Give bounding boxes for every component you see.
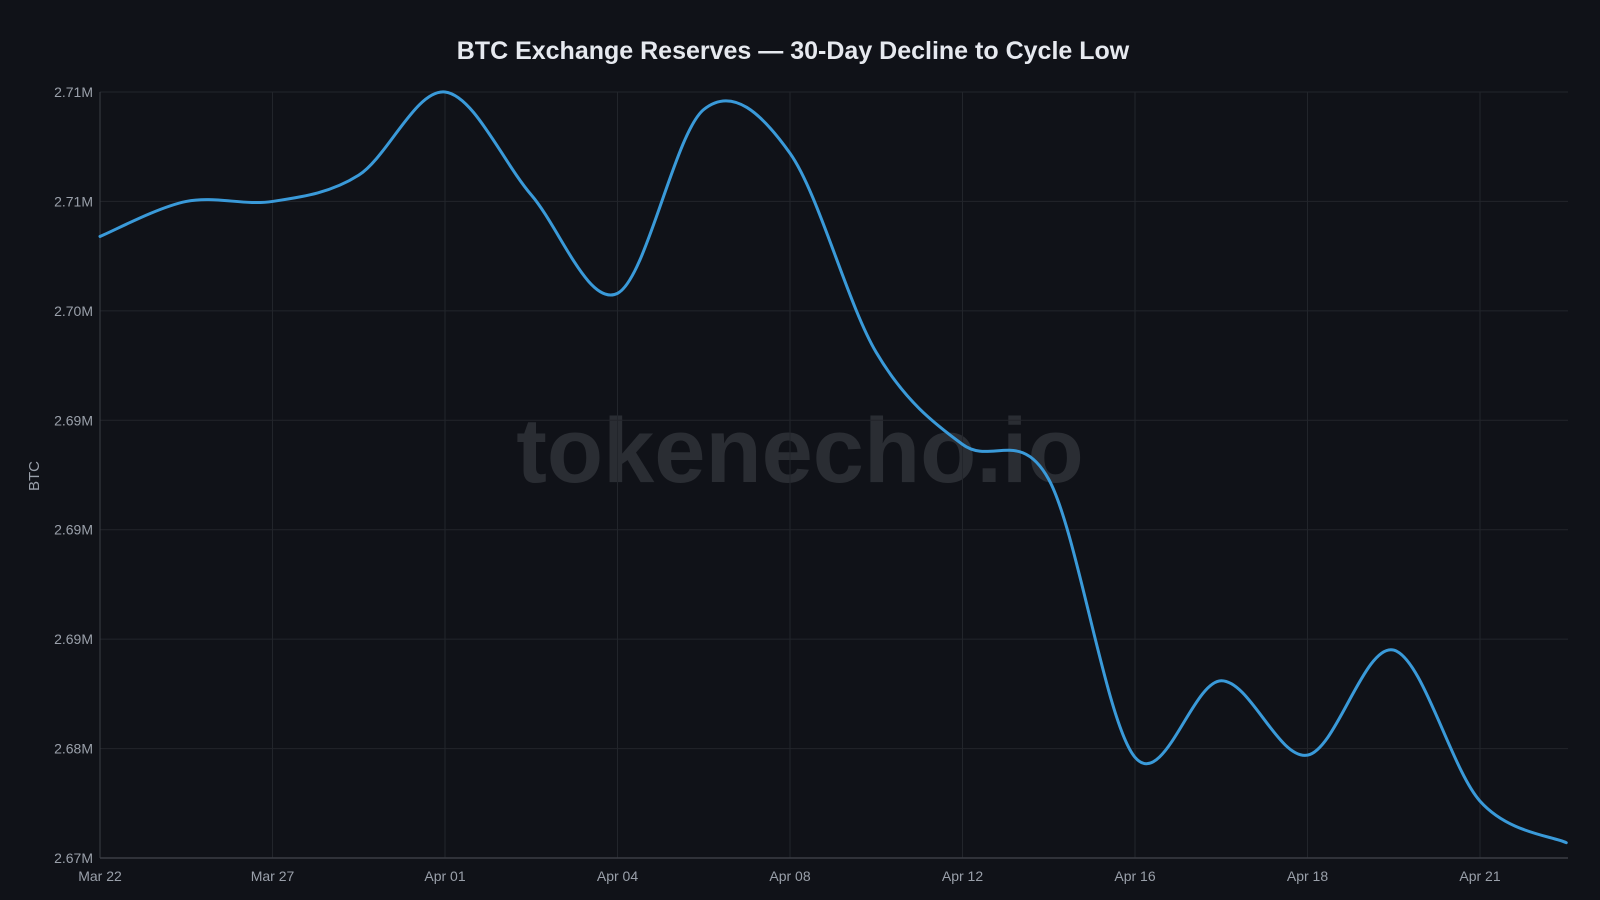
y-tick-label: 2.71M [54, 193, 93, 209]
y-tick-label: 2.69M [54, 631, 93, 647]
y-tick-label: 2.70M [54, 303, 93, 319]
x-tick-label: Mar 27 [251, 868, 295, 884]
series-line [98, 90, 1568, 845]
y-tick-label: 2.67M [54, 850, 93, 866]
x-tick-label: Mar 22 [78, 868, 122, 884]
chart-title: BTC Exchange Reserves — 30-Day Decline t… [457, 37, 1130, 65]
y-tick-label: 2.71M [54, 84, 93, 100]
x-tick-label: Apr 01 [424, 868, 465, 884]
y-tick-label: 2.69M [54, 412, 93, 428]
x-tick-label: Apr 08 [769, 868, 810, 884]
x-tick-label: Apr 16 [1114, 868, 1155, 884]
y-tick-label: 2.68M [54, 741, 93, 757]
x-tick-label: Apr 12 [942, 868, 983, 884]
x-tick-label: Apr 18 [1287, 868, 1328, 884]
y-tick-label: 2.69M [54, 522, 93, 538]
y-axis-label: BTC [26, 461, 43, 491]
x-tick-label: Apr 04 [597, 868, 638, 884]
x-tick-label: Apr 21 [1459, 868, 1500, 884]
